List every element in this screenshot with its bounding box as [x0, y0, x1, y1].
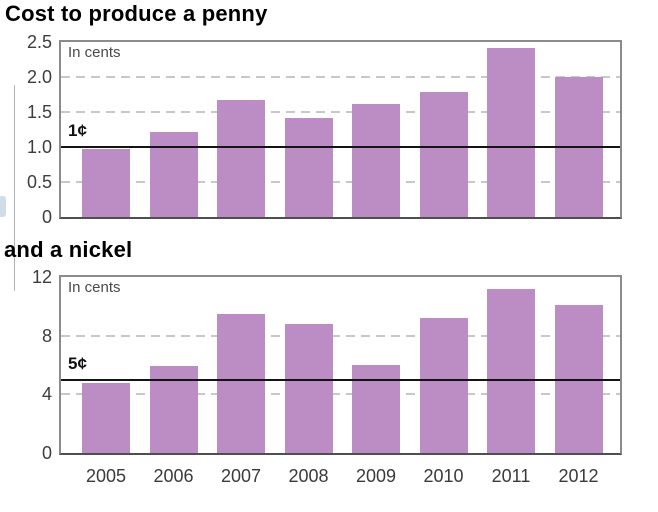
y-tick-label-0: 0 [41, 207, 52, 227]
y-tick-label-1.0: 1.0 [26, 137, 52, 157]
y-tick-label-12: 12 [31, 267, 52, 287]
bar-2007 [217, 313, 265, 453]
bar-2007 [217, 100, 265, 217]
reference-line-1¢ [59, 146, 622, 148]
y-tick-label-2.0: 2.0 [26, 67, 52, 87]
x-tick-label-2008: 2008 [288, 466, 329, 486]
plot-frame-0 [59, 40, 622, 219]
bar-2006 [149, 366, 198, 453]
unit-note: In cents [68, 279, 121, 296]
y-tick-label-0: 0 [41, 443, 52, 463]
reference-label: 5¢ [68, 353, 87, 373]
reference-label: 1¢ [68, 121, 87, 140]
x-tick-label-2011: 2011 [491, 466, 531, 486]
x-tick-label-2009: 2009 [355, 466, 397, 486]
chart-title-penny: Cost to produce a penny [5, 1, 268, 26]
bar-2011 [487, 288, 535, 453]
x-tick-label-2010: 2010 [423, 466, 464, 486]
gridline-0.5 [61, 181, 620, 183]
gridline-8 [61, 334, 620, 337]
bar-2005 [82, 149, 130, 217]
x-tick-label-2012: 2012 [558, 466, 599, 486]
y-tick-label-1.5: 1.5 [26, 102, 52, 122]
bar-2006 [149, 132, 198, 217]
gridline-1.5 [61, 111, 620, 113]
gridline-2 [61, 76, 620, 78]
crop-artifact-line [14, 85, 15, 291]
unit-note: In cents [68, 44, 121, 61]
x-tick-label-2005: 2005 [85, 466, 127, 486]
crop-artifact-smudge [0, 196, 6, 217]
y-tick-label-2.5: 2.5 [26, 32, 52, 52]
x-tick-label-2006: 2006 [153, 466, 194, 486]
y-tick-label-0.5: 0.5 [26, 172, 52, 192]
reference-line-5¢ [59, 378, 622, 381]
y-tick-label-4: 4 [41, 384, 52, 405]
chart-title-nickel: and a nickel [4, 237, 133, 262]
bar-2009 [352, 103, 400, 217]
y-tick-label-8: 8 [41, 325, 52, 346]
bar-2010 [419, 318, 468, 453]
bar-2005 [82, 382, 130, 453]
bar-2008 [284, 117, 333, 217]
bar-2008 [284, 323, 333, 453]
plot-frame-1 [59, 275, 622, 455]
x-tick-label-2007: 2007 [220, 466, 262, 486]
gridline-4 [61, 393, 620, 396]
bar-2010 [419, 91, 468, 217]
bar-2011 [487, 48, 535, 217]
